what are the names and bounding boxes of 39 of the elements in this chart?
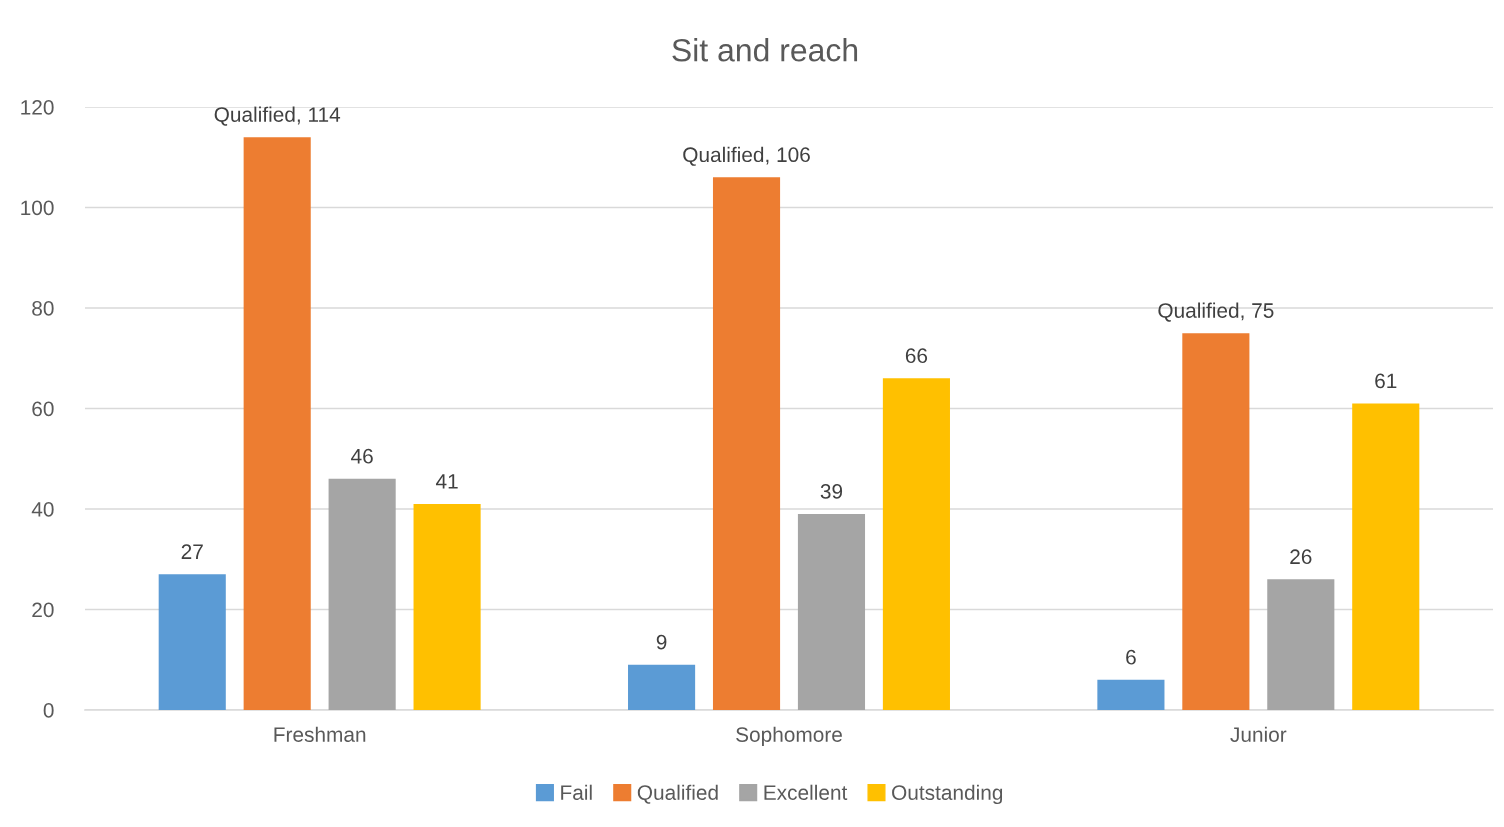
bar xyxy=(797,514,866,710)
data-label: 46 xyxy=(351,448,373,464)
y-tick-label: 0 xyxy=(43,703,54,718)
chart-title: Sit and reach xyxy=(672,38,858,62)
legend-label: Outstanding xyxy=(892,784,1003,805)
bar xyxy=(712,177,781,710)
data-label: 6 xyxy=(1126,649,1136,665)
y-tick-label: 120 xyxy=(21,100,54,115)
bar xyxy=(413,503,481,710)
bar xyxy=(158,574,226,710)
data-label: 26 xyxy=(1290,549,1312,565)
y-tick-label: 40 xyxy=(31,502,54,517)
data-label: Qualified, 75 xyxy=(1158,302,1274,322)
bar xyxy=(243,137,311,710)
x-tick-label: Sophomore xyxy=(736,726,842,747)
y-tick-label: 80 xyxy=(32,301,54,316)
x-tick-label: Freshman xyxy=(274,726,366,742)
y-tick-label: 60 xyxy=(32,401,54,417)
legend-label: Excellent xyxy=(764,784,848,800)
bar xyxy=(328,478,396,710)
bar xyxy=(1352,403,1420,710)
legend-label: Qualified xyxy=(637,784,718,804)
data-label: 66 xyxy=(905,348,928,364)
data-label: 27 xyxy=(181,544,203,559)
y-tick-label: 100 xyxy=(21,200,54,216)
bar xyxy=(1182,333,1250,710)
data-label: 41 xyxy=(435,474,458,489)
x-tick-label: Junior xyxy=(1230,726,1287,742)
data-label: 39 xyxy=(820,484,843,499)
y-tick-label: 20 xyxy=(32,602,54,618)
data-label: 61 xyxy=(1375,373,1397,389)
bar xyxy=(1097,679,1165,710)
bar xyxy=(628,664,696,710)
data-label: Qualified, 114 xyxy=(214,106,341,126)
data-label: Qualified, 106 xyxy=(683,146,810,166)
legend-label: Fail xyxy=(561,784,592,800)
bar xyxy=(1267,579,1335,710)
bar xyxy=(882,378,950,710)
data-label: 9 xyxy=(656,634,667,650)
